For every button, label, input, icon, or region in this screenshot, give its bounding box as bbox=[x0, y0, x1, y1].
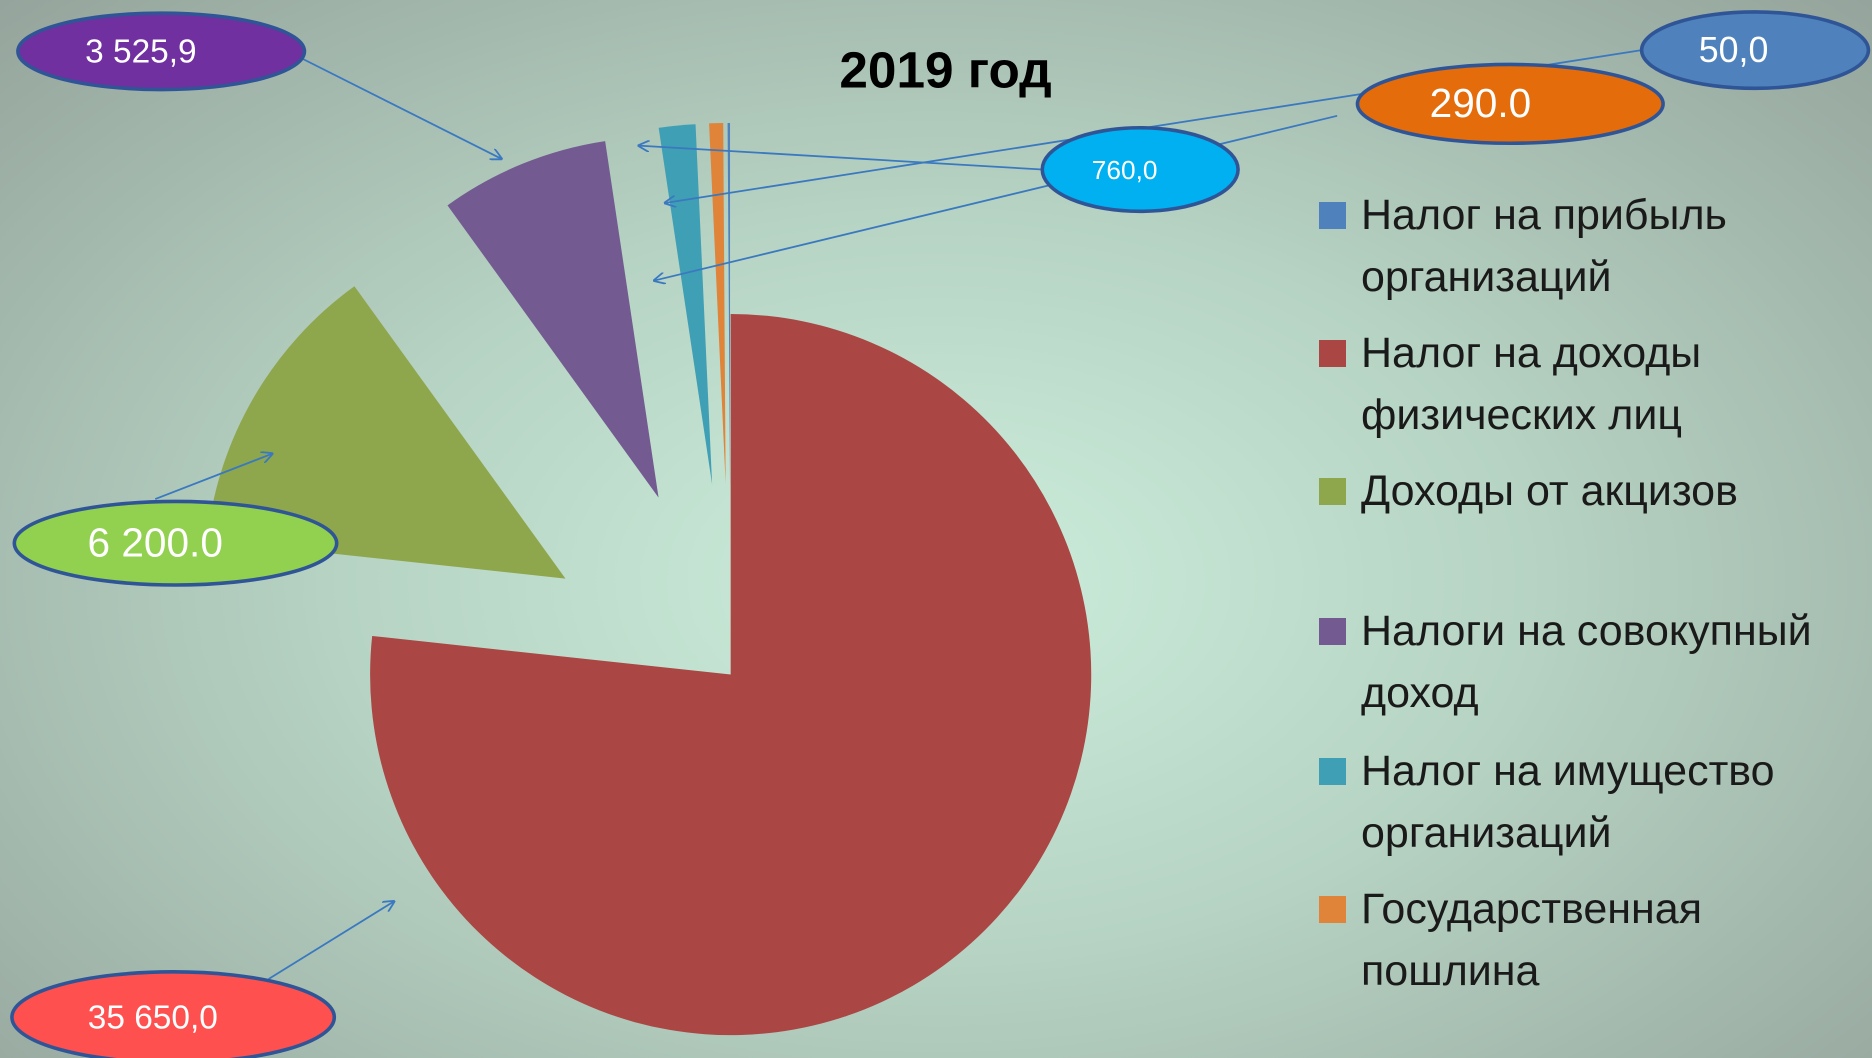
callout-bubble bbox=[1355, 62, 1665, 146]
data-label: 50,0 bbox=[1699, 30, 1769, 70]
callout-arrow bbox=[280, 46, 502, 159]
callout-arrow bbox=[154, 454, 272, 500]
data-label: 290.0 bbox=[1430, 80, 1532, 126]
legend-swatch bbox=[1319, 478, 1346, 505]
legend-label: Налоги на совокупный доход bbox=[1361, 607, 1812, 717]
pie-slice bbox=[370, 313, 1092, 1036]
callout-bubble bbox=[10, 970, 337, 1058]
callout-bubble bbox=[12, 499, 339, 587]
legend-label: Налог на имущество организаций bbox=[1361, 747, 1775, 857]
legend-swatch bbox=[1319, 896, 1346, 923]
data-label: 3 525,9 bbox=[85, 34, 196, 71]
pie-slice bbox=[709, 123, 726, 484]
plot: 2019 год 50,0 35 650,0 6 200.0 3 525,9 760,0… bbox=[10, 10, 1871, 1058]
pie-slice bbox=[658, 124, 713, 485]
callout-arrow bbox=[639, 146, 1043, 171]
legend-swatch bbox=[1319, 202, 1346, 229]
legend-label: Налог на прибыль организаций bbox=[1361, 191, 1727, 301]
legend-swatch bbox=[1319, 758, 1346, 785]
legend-label: Доходы от акцизов bbox=[1361, 467, 1738, 515]
legend-swatch bbox=[1319, 618, 1346, 645]
legend-swatch bbox=[1319, 340, 1346, 367]
pie-slice bbox=[727, 122, 731, 484]
callout-bubble bbox=[16, 11, 307, 92]
data-label: 35 650,0 bbox=[88, 999, 218, 1036]
chart-title: 2019 год bbox=[839, 42, 1051, 99]
pie-slice bbox=[447, 141, 659, 498]
callout-bubble bbox=[1040, 125, 1240, 214]
callout-bubble bbox=[1639, 10, 1871, 91]
pie-slice bbox=[207, 286, 566, 579]
data-label: 6 200.0 bbox=[88, 519, 223, 565]
legend-label: Налог на доходы физических лиц bbox=[1361, 329, 1702, 439]
legend-label: Государственная пошлина bbox=[1361, 885, 1702, 995]
callout-arrow bbox=[654, 114, 1338, 281]
callout-arrow bbox=[268, 901, 394, 980]
data-label: 760,0 bbox=[1092, 155, 1158, 185]
